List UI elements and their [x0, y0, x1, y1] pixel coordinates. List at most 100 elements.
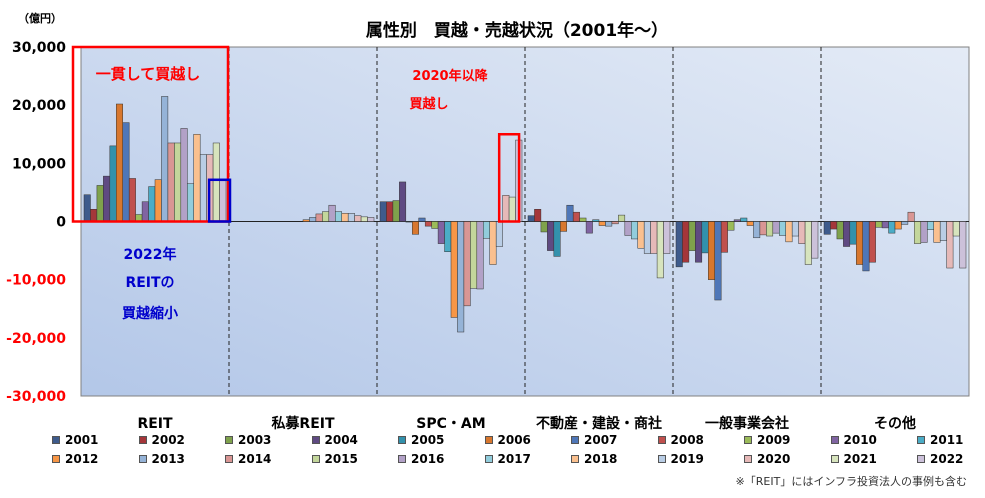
bar-2021-4 — [804, 221, 812, 265]
legend-item: 2010 — [830, 432, 918, 447]
legend-swatch — [311, 454, 320, 463]
legend-label: 2015 — [324, 451, 358, 466]
bar-2006-2 — [412, 221, 419, 235]
bar-2021-2 — [508, 196, 516, 222]
bar-2004-3 — [547, 221, 555, 251]
legend-item: 2016 — [398, 452, 485, 466]
legend-swatch — [571, 454, 579, 463]
bar-2001-0 — [83, 194, 91, 222]
legend-label: 2002 — [151, 432, 185, 447]
bar-2004-4 — [695, 221, 703, 263]
y-tick-label: 20,000 — [12, 98, 66, 114]
bar-2008-5 — [868, 221, 876, 263]
bar-2016-5 — [920, 221, 928, 243]
bar-2020-4 — [798, 221, 806, 244]
y-tick-label: 30,000 — [12, 40, 66, 56]
bar-2016-4 — [772, 221, 780, 234]
y-axis-unit-label: （億円） — [18, 11, 62, 25]
legend-label: 2006 — [497, 432, 531, 447]
bar-2009-5 — [875, 221, 883, 228]
bar-2007-3 — [566, 204, 574, 222]
bar-2021-0 — [212, 142, 220, 222]
bar-2022-0 — [219, 180, 227, 222]
legend-label: 2010 — [843, 432, 877, 447]
bar-2008-2 — [424, 221, 432, 227]
legend-label: 2020 — [757, 451, 791, 466]
y-tick-label: -10,000 — [6, 273, 66, 289]
legend-swatch — [917, 454, 925, 463]
bar-2005-2 — [405, 221, 413, 223]
bar-2010-0 — [141, 201, 149, 222]
legend-item: 2019 — [657, 452, 745, 466]
bar-2011-3 — [592, 219, 600, 222]
chart-title: 属性別 買越・売越状況（2001年～） — [366, 20, 668, 41]
legend-label: 2013 — [151, 451, 185, 466]
bar-2003-2 — [392, 200, 400, 222]
legend: 2001 2002 2003 2004 2005 2006 2007 2008 2009 2010… — [52, 430, 972, 468]
bar-2020-3 — [650, 221, 658, 254]
bar-2018-2 — [489, 221, 497, 265]
bar-2013-3 — [605, 221, 613, 227]
bar-2002-4 — [682, 221, 690, 263]
bar-2018-4 — [785, 221, 793, 243]
bar-2017-4 — [779, 221, 786, 236]
bar-2015-5 — [914, 221, 922, 244]
bar-2013-4 — [753, 221, 761, 239]
annotation-red-box-reit — [71, 45, 230, 223]
bar-2004-5 — [843, 221, 851, 247]
bar-2016-2 — [476, 221, 484, 290]
bar-2014-5 — [907, 211, 915, 222]
legend-swatch — [744, 435, 752, 444]
category-label: 不動産・建設・商社 — [536, 415, 662, 432]
legend-row: 2001 2002 2003 2004 2005 2006 2007 2008 2009 2010… — [52, 430, 972, 449]
bar-2018-0 — [193, 134, 201, 222]
legend-label: 2021 — [843, 451, 877, 466]
bar-2012-5 — [894, 221, 902, 230]
bar-2003-5 — [836, 221, 844, 240]
bar-2010-5 — [881, 221, 889, 229]
bar-2010-4 — [733, 219, 741, 222]
bar-2014-2 — [463, 221, 471, 307]
bar-2009-2 — [431, 221, 439, 229]
bar-2006-3 — [560, 221, 567, 232]
legend-label: 2009 — [757, 432, 791, 447]
legend-item: 2015 — [311, 451, 399, 466]
bar-2015-1 — [322, 211, 330, 222]
footnote: ※「REIT」にはインフラ投資法人の事例も含む — [735, 475, 967, 488]
bar-2009-4 — [727, 221, 735, 231]
legend-label: 2014 — [238, 451, 272, 466]
category-label: REIT — [137, 416, 173, 432]
bar-2007-2 — [418, 217, 426, 222]
category-label: SPC・AM — [416, 416, 485, 432]
bar-2020-1 — [354, 215, 362, 222]
y-tick-label: 0 — [56, 215, 66, 231]
bar-2003-4 — [688, 221, 696, 251]
annotation-2022-line1: 2022年 — [124, 246, 177, 263]
legend-label: 2001 — [65, 432, 99, 447]
annotation-2020-line1: 2020年以降 — [412, 68, 488, 84]
bar-2022-4 — [811, 221, 819, 259]
bar-2005-4 — [701, 221, 709, 254]
legend-label: 2017 — [497, 451, 531, 466]
bar-2017-3 — [631, 221, 638, 240]
legend-swatch — [657, 435, 666, 444]
legend-row: 2012 2013 2014 2015 2016 2017 2018 2019 2020 2021… — [52, 449, 972, 468]
bar-2001-2 — [379, 201, 387, 222]
legend-item: 2018 — [571, 452, 658, 466]
bar-2009-3 — [579, 217, 587, 222]
legend-item: 2009 — [744, 433, 831, 447]
bar-2019-5 — [939, 221, 947, 241]
bar-2014-4 — [759, 221, 767, 236]
bar-2019-4 — [791, 221, 799, 237]
legend-swatch — [52, 454, 60, 463]
bar-2022-5 — [959, 221, 967, 269]
legend-swatch — [138, 454, 147, 463]
bar-2010-3 — [585, 221, 593, 234]
legend-item: 2021 — [830, 451, 918, 466]
bar-2006-5 — [856, 221, 863, 265]
bar-2018-1 — [341, 213, 349, 222]
legend-label: 2022 — [930, 451, 964, 466]
legend-swatch — [830, 435, 839, 444]
legend-item: 2003 — [225, 433, 312, 447]
